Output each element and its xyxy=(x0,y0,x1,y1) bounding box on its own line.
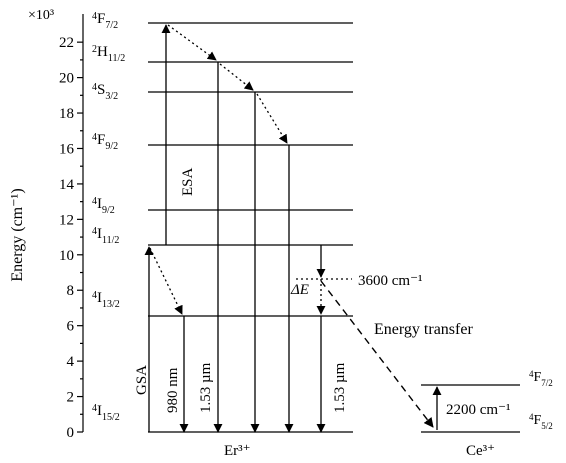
energy-axis: 0 2 4 6 8 10 12 14 16 18 20 22 ×10³ Energy (cm⁻¹) xyxy=(9,8,84,441)
axis-tick-label: 2 xyxy=(67,390,75,406)
emission-label-2: 1.53 µm xyxy=(332,362,348,413)
transition-labels: ESA GSA 980 nm 1.53 µm 1.53 µm ΔE 3600 c… xyxy=(134,167,473,459)
gsa-label: GSA xyxy=(134,365,150,395)
emission-label-1: 1.53 µm xyxy=(198,362,214,413)
axis-tick-label: 10 xyxy=(59,248,74,264)
decay-2H-4S xyxy=(219,63,254,91)
pump-label: 980 nm xyxy=(165,367,181,413)
axis-tick-label: 20 xyxy=(59,71,74,87)
axis-label: Energy (cm⁻¹) xyxy=(9,188,26,281)
axis-tick-label: 8 xyxy=(67,283,75,299)
esa-label: ESA xyxy=(180,167,196,196)
ce-label-4F5-2: 4F5/2 xyxy=(529,412,553,431)
er-ion-label: Er³⁺ xyxy=(224,443,251,459)
delta-e-label: ΔE xyxy=(290,282,309,298)
label-4S3-2: 4S3/2 xyxy=(92,82,118,102)
axis-tick-label: 6 xyxy=(67,319,75,335)
axis-tick-label: 4 xyxy=(67,354,75,370)
label-4I13-2: 4I13/2 xyxy=(92,290,120,310)
mismatch-label: 3600 cm⁻¹ xyxy=(358,273,423,289)
axis-ticks: 0 2 4 6 8 10 12 14 16 18 20 22 xyxy=(59,35,83,441)
axis-tick-label: 18 xyxy=(59,106,74,122)
energy-transfer-label: Energy transfer xyxy=(374,321,473,338)
ce-levels: 2200 cm⁻¹ Ce³⁺ 4F7/2 4F5/2 xyxy=(421,369,553,459)
transitions xyxy=(144,24,434,433)
axis-tick-label: 14 xyxy=(59,177,75,193)
axis-tick-label: 0 xyxy=(67,425,75,441)
ce-label-4F7-2: 4F7/2 xyxy=(529,369,553,388)
decay-4I11-4I13 xyxy=(149,247,183,315)
energy-transfer-arrow xyxy=(320,280,434,428)
label-4F9-2: 4F9/2 xyxy=(92,132,118,152)
decay-4F7-2H xyxy=(167,24,217,61)
axis-tick-label: 22 xyxy=(59,35,74,51)
axis-tick-label: 12 xyxy=(59,212,74,228)
ce-gap-label: 2200 cm⁻¹ xyxy=(446,402,511,418)
axis-multiplier: ×10³ xyxy=(28,8,54,23)
ce-ion-label: Ce³⁺ xyxy=(466,443,495,459)
label-2H11-2: 2H11/2 xyxy=(92,44,125,64)
decay-4S-4F9 xyxy=(256,93,288,144)
label-4I11-2: 4I11/2 xyxy=(92,226,119,246)
label-4I9-2: 4I9/2 xyxy=(92,196,115,216)
axis-tick-label: 16 xyxy=(59,141,75,157)
label-4I15-2: 4I15/2 xyxy=(92,403,120,423)
er-level-labels: 4F7/2 2H11/2 4S3/2 4F9/2 4I9/2 4I11/2 4I… xyxy=(92,11,125,423)
label-4F7-2: 4F7/2 xyxy=(92,11,118,31)
er-levels xyxy=(148,22,353,433)
